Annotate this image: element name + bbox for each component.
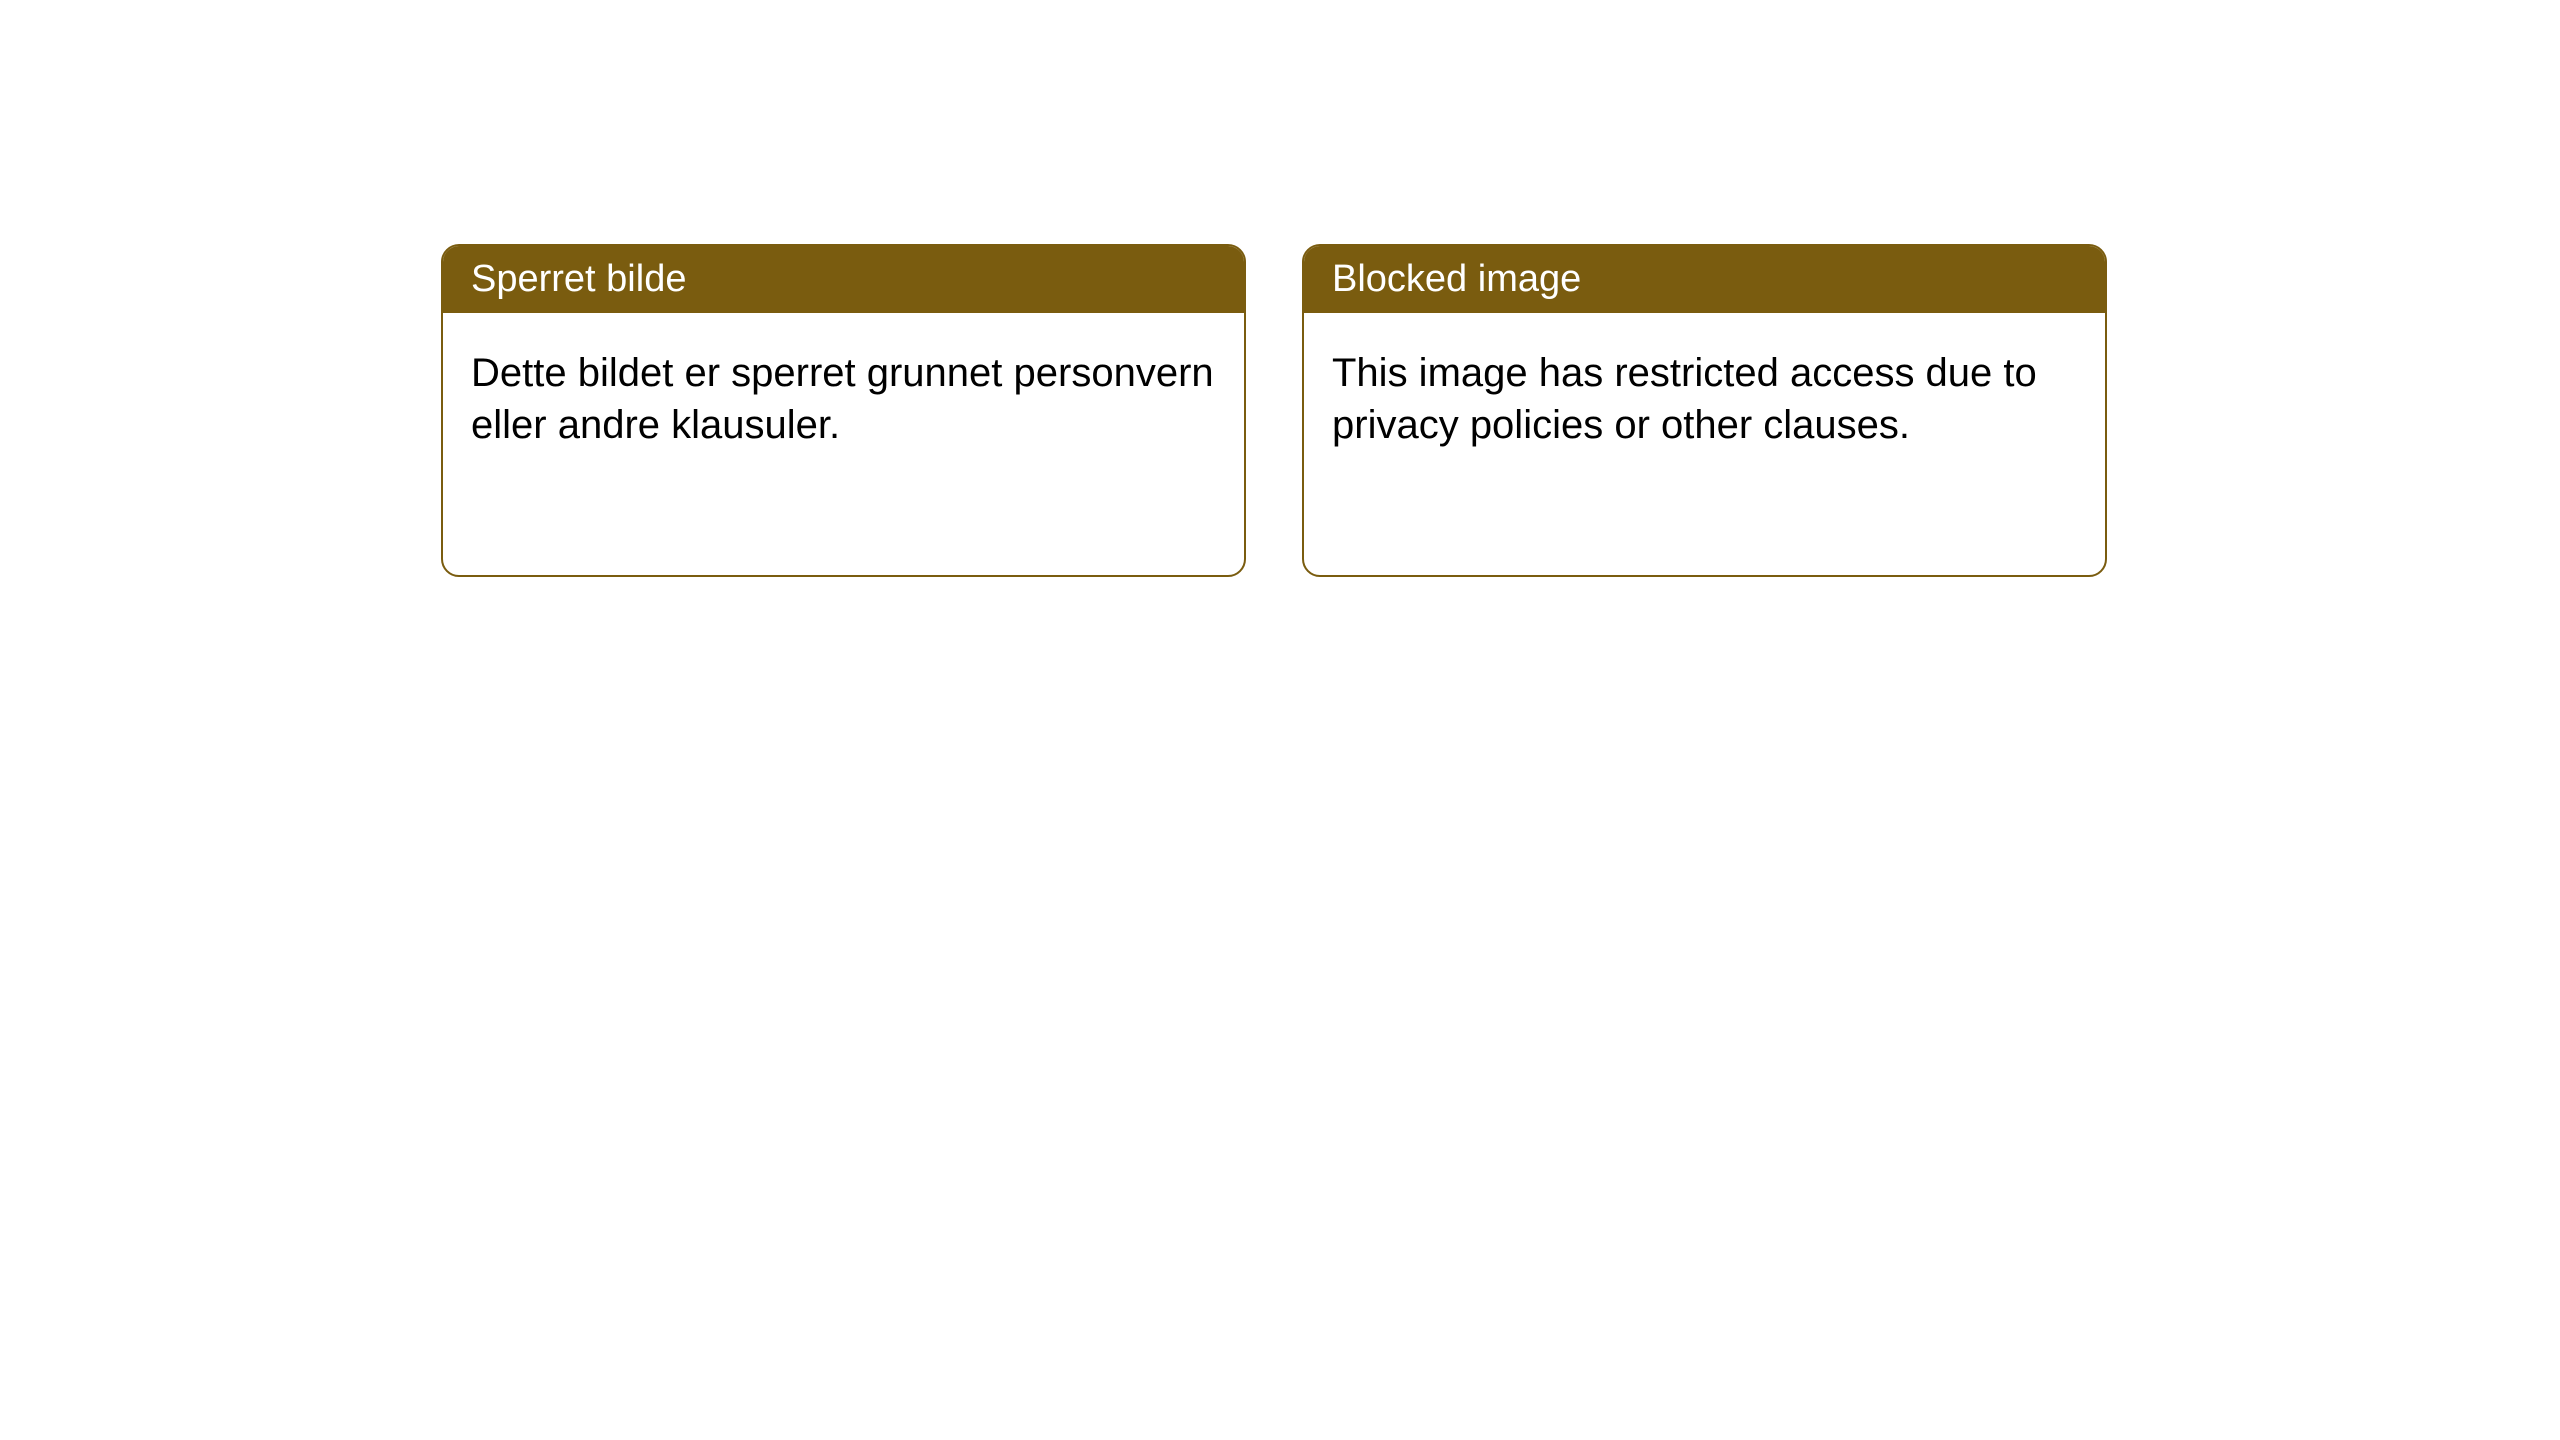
notice-card-header: Blocked image — [1304, 246, 2105, 313]
notice-card-header-text: Blocked image — [1332, 258, 1581, 300]
notice-card-header-text: Sperret bilde — [471, 258, 686, 300]
notice-cards-container: Sperret bilde Dette bildet er sperret gr… — [0, 0, 2560, 577]
notice-card-norwegian: Sperret bilde Dette bildet er sperret gr… — [441, 244, 1246, 577]
notice-card-english: Blocked image This image has restricted … — [1302, 244, 2107, 577]
notice-card-body-text: Dette bildet er sperret grunnet personve… — [471, 351, 1214, 447]
notice-card-header: Sperret bilde — [443, 246, 1244, 313]
notice-card-body-text: This image has restricted access due to … — [1332, 351, 2037, 447]
notice-card-body: This image has restricted access due to … — [1304, 313, 2105, 485]
notice-card-body: Dette bildet er sperret grunnet personve… — [443, 313, 1244, 485]
